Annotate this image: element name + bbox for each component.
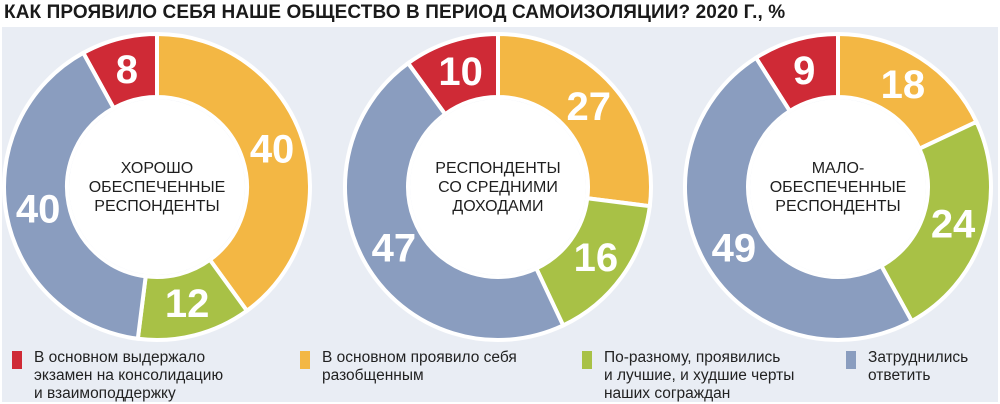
donut-segment-mixed [878, 119, 993, 324]
donut-chart-3: 9 18 24 49 МАЛО-ОБЕСПЕЧЕННЫЕ РЕСПОНДЕНТЫ [682, 31, 993, 342]
legend-label: Затруднились ответить [868, 349, 969, 384]
donut-segment-disunited [496, 31, 653, 209]
donut-hole [69, 99, 245, 275]
data-label-mixed: 16 [574, 236, 619, 280]
legend-label: В основном проявило себя разобщенным [322, 349, 517, 384]
legend-item-consolidated: В основном выдержало экзамен на консолид… [12, 349, 223, 403]
donut-hole [750, 99, 926, 275]
legend-item-disunited: В основном проявило себя разобщенным [300, 349, 517, 385]
data-label-disunited: 27 [567, 85, 612, 129]
center-label: МАЛО-ОБЕСПЕЧЕННЫЕ РЕСПОНДЕНТЫ [770, 160, 907, 215]
data-label-consolidated: 9 [793, 49, 815, 93]
legend-swatch [582, 351, 592, 369]
data-label-undecided: 40 [16, 188, 61, 232]
legend-item-undecided: Затруднились ответить [846, 349, 968, 385]
legend-swatch [300, 351, 310, 369]
donut-segment-undecided [682, 55, 915, 342]
legend: В основном выдержало экзамен на консолид… [0, 349, 1000, 404]
legend-label: В основном выдержало экзамен на консолид… [34, 349, 224, 402]
data-label-undecided: 47 [372, 227, 417, 271]
legend-label: По-разному, проявились и лучшие, и худши… [604, 349, 795, 402]
data-label-consolidated: 10 [438, 50, 483, 94]
center-label: ХОРОШО ОБЕСПЕЧЕННЫЕ РЕСПОНДЕНТЫ [89, 160, 226, 215]
data-label-mixed: 12 [165, 282, 210, 326]
data-label-disunited: 18 [881, 63, 926, 107]
donut-hole [410, 99, 586, 275]
data-label-consolidated: 8 [116, 48, 138, 92]
data-label-mixed: 24 [931, 202, 976, 246]
center-label: РЕСПОНДЕНТЫ СО СРЕДНИМИ ДОХОДАМИ [435, 160, 560, 215]
chart-title: КАК ПРОЯВИЛО СЕБЯ НАШЕ ОБЩЕСТВО В ПЕРИОД… [4, 2, 786, 23]
donut-segment-undecided [343, 60, 566, 342]
donut-chart-2: 10 27 16 47 РЕСПОНДЕНТЫ СО СРЕДНИМИ ДОХОДАМИ [343, 31, 653, 342]
legend-swatch [846, 351, 856, 369]
donut-segment-undecided [2, 50, 148, 342]
legend-swatch [12, 351, 22, 369]
data-label-disunited: 40 [250, 128, 295, 172]
donut-segment-disunited [155, 31, 312, 314]
data-label-undecided: 49 [712, 227, 757, 271]
donut-chart-1: 8 40 12 40 ХОРОШО ОБЕСПЕЧЕННЫЕ РЕСПОНДЕНТЫ [2, 31, 312, 342]
legend-item-mixed: По-разному, проявились и лучшие, и худши… [582, 349, 794, 403]
